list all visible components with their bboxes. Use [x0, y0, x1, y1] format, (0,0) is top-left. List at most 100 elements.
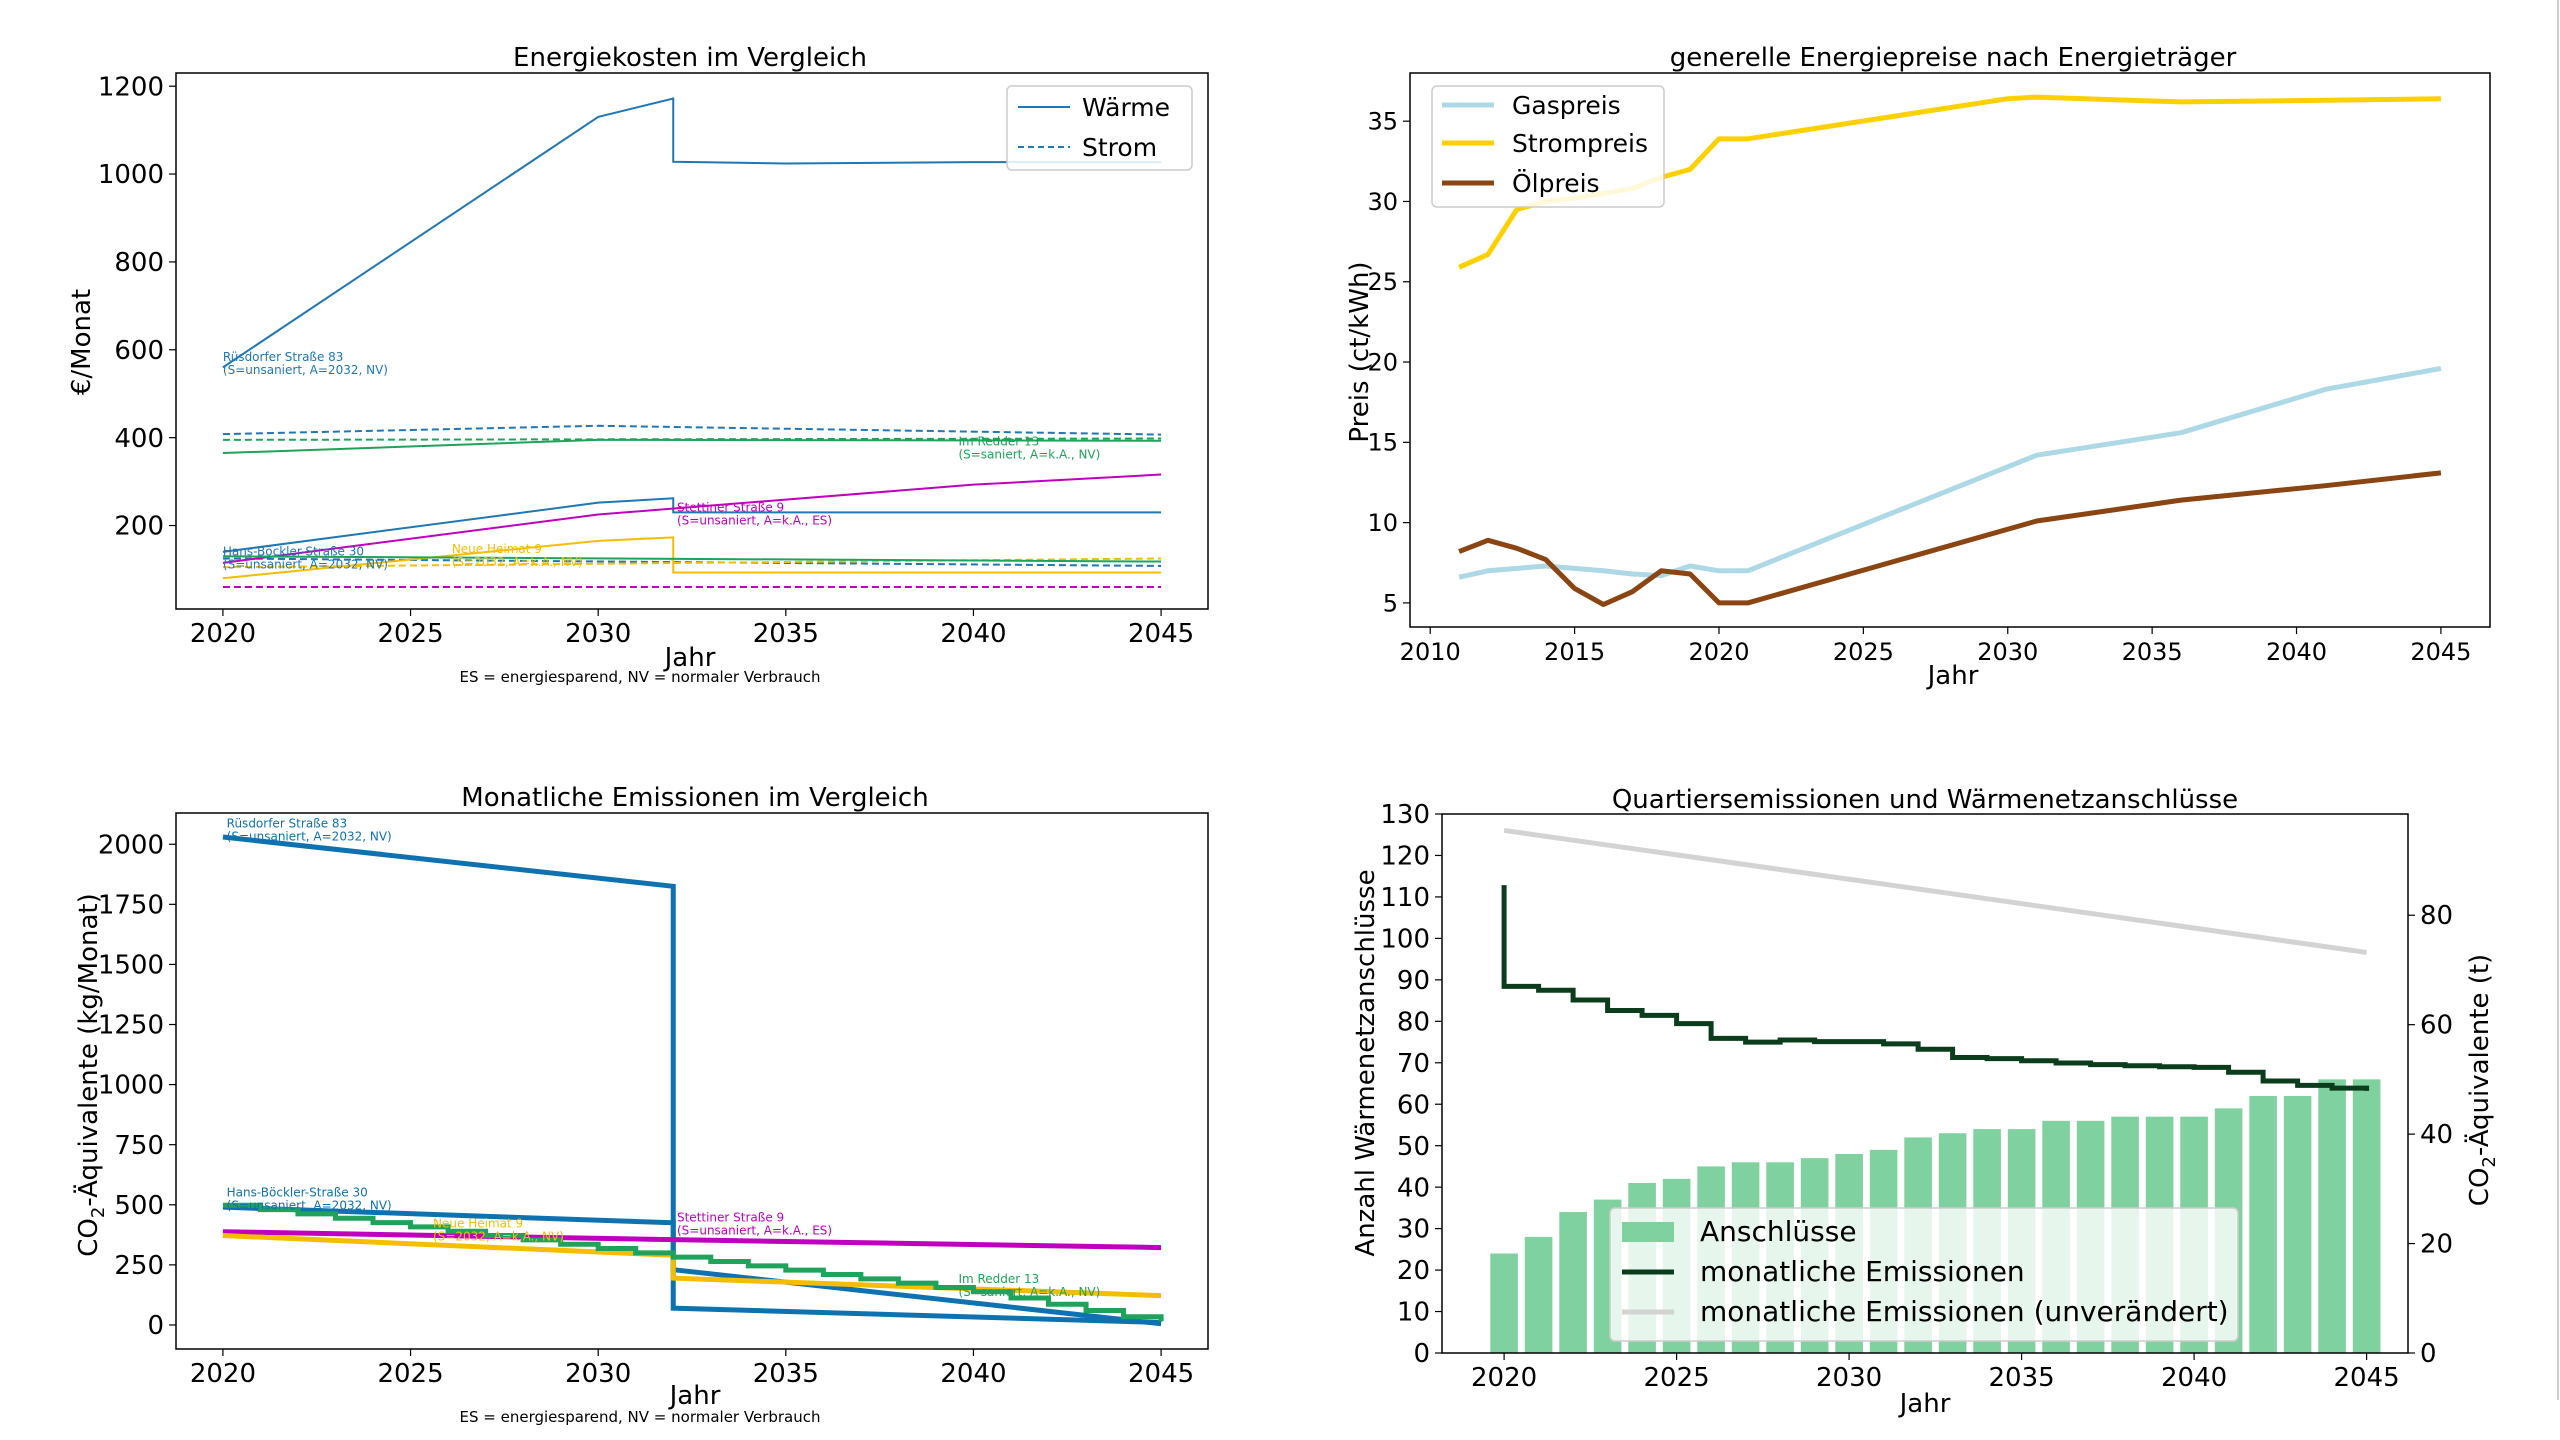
- y-tick-label: 100: [1380, 924, 1430, 954]
- district-emission-line: [1501, 885, 2370, 1091]
- y-tick-label: 20: [1397, 1256, 1430, 1286]
- y-tick-label: 250: [114, 1251, 164, 1281]
- energy-costs-ylabel: €/Monat: [67, 289, 97, 395]
- y-tick-label: 1200: [98, 72, 164, 102]
- energy-costs-footnote: ES = energiesparend, NV = normaler Verbr…: [460, 668, 821, 686]
- annotation-sublabel: (S=saniert, A=k.A., NV): [958, 448, 1100, 462]
- y-tick-label: 35: [1367, 108, 1398, 136]
- y-tick-label: 0: [1413, 1339, 1430, 1369]
- emissions-title: Monatliche Emissionen im Vergleich: [461, 783, 928, 813]
- price-series-line: [1458, 470, 2442, 608]
- x-tick-label: 2020: [190, 619, 256, 649]
- annotation-label: Neue Heimat 9: [433, 1217, 523, 1231]
- x-tick-label: 2030: [565, 619, 631, 649]
- emission-series-line: [222, 1204, 1162, 1327]
- y-tick-label: 10: [1397, 1298, 1430, 1328]
- energy-prices-title: generelle Energiepreise nach Energieträg…: [1670, 43, 2237, 73]
- x-tick-label: 2040: [2266, 638, 2327, 666]
- x-tick-label: 2045: [1128, 619, 1194, 649]
- cost-series-line: [222, 437, 1162, 441]
- x-tick-label: 2035: [753, 619, 819, 649]
- x-tick-label: 2030: [565, 1359, 631, 1389]
- plot-frame: [175, 72, 1209, 610]
- connections-bar: [1490, 1253, 1518, 1353]
- district-ylabel: Anzahl Wärmenetzanschlüsse: [1351, 869, 1381, 1256]
- y-tick-label: 5: [1383, 589, 1398, 617]
- y2-tick-label: 0: [2420, 1339, 2437, 1369]
- plot-frame: [175, 812, 1209, 1350]
- energy-prices-legend: Gaspreis Strompreis Ölpreis: [1431, 85, 1665, 208]
- energy-costs-title: Energiekosten im Vergleich: [513, 43, 867, 73]
- x-tick-label: 2010: [1400, 638, 1461, 666]
- cost-series-line: [222, 97, 1162, 369]
- x-tick-label: 2025: [377, 1359, 443, 1389]
- x-tick-label: 2045: [2334, 1363, 2400, 1393]
- y-tick-label: 30: [1397, 1215, 1430, 1245]
- legend-label-strompreis: Strompreis: [1512, 129, 1648, 158]
- y-tick-label: 120: [1380, 842, 1430, 872]
- y-tick-label: 400: [114, 424, 164, 454]
- legend-label-oelpreis: Ölpreis: [1512, 169, 1600, 198]
- x-tick-label: 2020: [1471, 1363, 1537, 1393]
- x-tick-label: 2035: [1989, 1363, 2055, 1393]
- y-tick-label: 110: [1380, 883, 1430, 913]
- emissions-xlabel: Jahr: [668, 1381, 721, 1411]
- annotation-sublabel: (S=2032, A=k.A., NV): [433, 1230, 564, 1244]
- x-tick-label: 2020: [1688, 638, 1749, 666]
- y-tick-label: 50: [1397, 1132, 1430, 1162]
- annotation-label: Im Redder 13: [958, 1272, 1039, 1286]
- annotation-sublabel: (S=unsaniert, A=k.A., ES): [677, 513, 832, 527]
- x-tick-label: 2035: [2122, 638, 2183, 666]
- y-tick-label: 70: [1397, 1049, 1430, 1079]
- annotation-label: Stettiner Straße 9: [677, 500, 784, 514]
- annotation-label: Hans-Böckler-Straße 30: [227, 1185, 368, 1199]
- energy-prices-panel: generelle Energiepreise nach Energieträg…: [1345, 43, 2491, 691]
- connections-bar: [2249, 1095, 2277, 1353]
- y-tick-label: 200: [114, 512, 164, 542]
- x-tick-label: 2025: [1833, 638, 1894, 666]
- annotation-label: Stettiner Straße 9: [677, 1211, 784, 1225]
- district-xlabel: Jahr: [1898, 1389, 1951, 1419]
- y-tick-label: 20: [1367, 348, 1398, 376]
- annotation-label: Rüsdorfer Straße 83: [227, 816, 348, 830]
- connections-bar: [2318, 1079, 2346, 1353]
- annotation-sublabel: (S=unsaniert, A=2032, NV): [227, 1198, 392, 1212]
- y2-tick-label: 40: [2420, 1120, 2453, 1150]
- y-tick-label: 0: [147, 1311, 164, 1341]
- energy-prices-ylabel: Preis (ct/kWh): [1345, 261, 1375, 442]
- district-emission-line: [1503, 827, 2367, 955]
- emissions-panel: Monatliche Emissionen im Vergleich Jahr …: [72, 783, 1209, 1426]
- energy-costs-xlabel: Jahr: [663, 643, 716, 673]
- y-tick-label: 60: [1397, 1090, 1430, 1120]
- annotation-label: Hans-Böckler-Straße 30: [223, 544, 364, 558]
- energy-costs-panel: Energiekosten im Vergleich Jahr €/Monat …: [67, 43, 1209, 686]
- annotation-sublabel: (S=unsaniert, A=2032, NV): [223, 363, 388, 377]
- x-tick-label: 2030: [1816, 1363, 1882, 1393]
- x-tick-label: 2015: [1544, 638, 1605, 666]
- cost-series-line: [222, 557, 1162, 567]
- y-tick-label: 80: [1397, 1007, 1430, 1037]
- emission-series-line: [222, 1229, 1162, 1251]
- annotation-label: Neue Heimat 9: [452, 542, 542, 556]
- y-tick-label: 25: [1367, 268, 1398, 296]
- y-tick-label: 130: [1380, 800, 1430, 830]
- cost-series-line: [222, 536, 1162, 580]
- x-tick-label: 2020: [190, 1359, 256, 1389]
- emission-series-line: [222, 1233, 1162, 1299]
- x-tick-label: 2025: [1644, 1363, 1710, 1393]
- x-tick-label: 2040: [2161, 1363, 2227, 1393]
- legend-label-strom: Strom: [1082, 133, 1157, 162]
- legend-label-emissionen-unveraendert: monatliche Emissionen (unverändert): [1700, 1295, 2229, 1328]
- y-tick-label: 30: [1367, 188, 1398, 216]
- legend-swatch-anschluesse: [1622, 1222, 1674, 1242]
- connections-bar: [1559, 1212, 1587, 1353]
- y2-tick-label: 20: [2420, 1230, 2453, 1260]
- window-edge-divider: [2557, 0, 2559, 1400]
- x-tick-label: 2025: [377, 619, 443, 649]
- y-tick-label: 1000: [98, 1071, 164, 1101]
- cost-series-line: [222, 424, 1162, 436]
- cost-series-line: [222, 473, 1162, 564]
- district-panel: Quartiersemissionen und Wärmenetzanschlü…: [1351, 785, 2500, 1419]
- y-tick-label: 750: [114, 1131, 164, 1161]
